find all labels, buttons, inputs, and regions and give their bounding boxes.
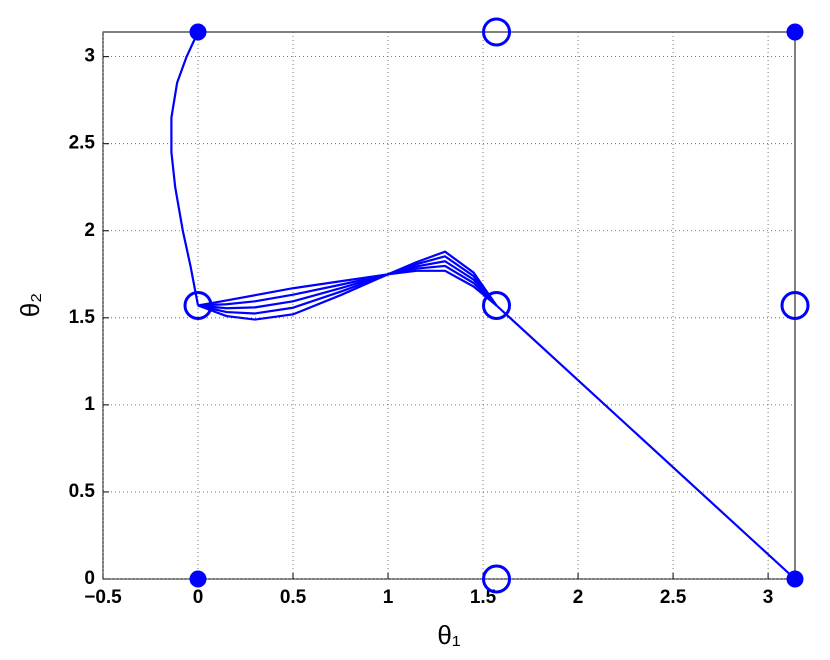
y-tick-label: 0.5 <box>69 481 96 502</box>
y-tick-label: 3 <box>84 46 95 67</box>
curve <box>197 269 498 321</box>
curve <box>197 255 498 307</box>
y-tick-label: 0 <box>84 568 95 589</box>
x-tick-label: −0.5 <box>84 587 122 608</box>
x-tick-label: 2.5 <box>660 587 687 608</box>
open-point <box>482 291 512 320</box>
open-point <box>482 564 512 594</box>
filled-point <box>786 570 804 588</box>
y-axis-label: θ₂ <box>15 293 45 318</box>
x-tick-label: 1.5 <box>470 587 497 608</box>
open-point <box>183 291 213 320</box>
curve <box>197 264 498 315</box>
open-point <box>780 291 810 320</box>
curve <box>197 250 498 307</box>
curve <box>197 260 498 310</box>
y-tick-label: 2.5 <box>69 133 96 154</box>
filled-point <box>189 23 207 41</box>
y-tick-label: 1.5 <box>69 307 96 328</box>
curve <box>170 31 200 306</box>
x-tick-label: 0.5 <box>280 587 307 608</box>
x-tick-label: 3 <box>763 587 774 608</box>
open-point <box>482 17 512 47</box>
x-axis-label: θ₁ <box>437 620 460 650</box>
filled-point <box>189 570 207 588</box>
x-tick-label: 2 <box>573 587 584 608</box>
curve <box>495 304 796 580</box>
x-tick-label: 0 <box>193 587 204 608</box>
x-tick-label: 1 <box>383 587 394 608</box>
y-tick-label: 2 <box>84 220 95 241</box>
filled-point <box>786 23 804 41</box>
y-tick-label: 1 <box>84 394 95 415</box>
